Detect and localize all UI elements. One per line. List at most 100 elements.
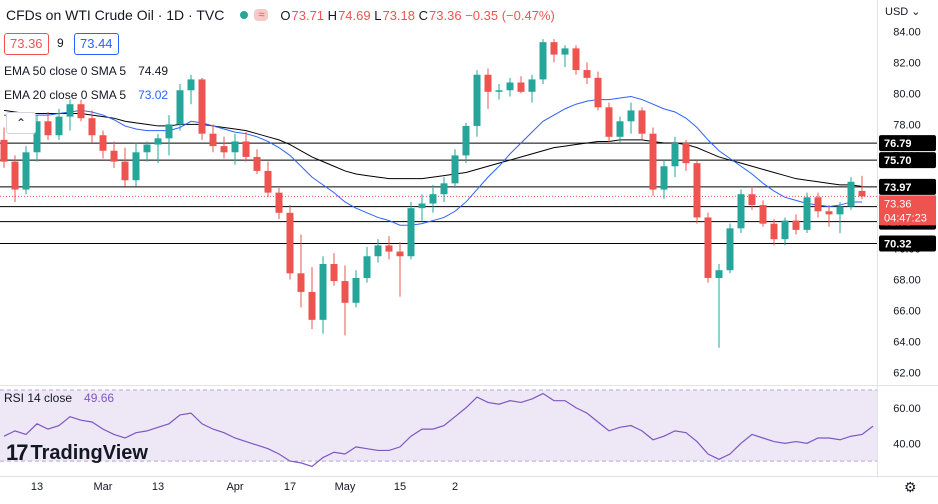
data-delay-icon[interactable]: ≈ — [254, 9, 269, 21]
candle[interactable] — [407, 201, 415, 260]
candle[interactable] — [176, 84, 184, 131]
candle[interactable] — [517, 76, 525, 94]
candle[interactable] — [165, 115, 173, 156]
candle[interactable] — [495, 84, 503, 100]
candle[interactable] — [0, 127, 8, 168]
candle[interactable] — [242, 132, 250, 162]
candle[interactable] — [330, 253, 338, 286]
candle[interactable] — [66, 99, 74, 131]
candle[interactable] — [99, 130, 107, 159]
candle[interactable] — [187, 74, 195, 105]
candle[interactable] — [836, 201, 844, 233]
candle[interactable] — [825, 205, 833, 227]
symbol-title[interactable]: CFDs on WTI Crude Oil · 1D · TVC — [6, 7, 225, 23]
collapse-legend-button[interactable]: ⌃ — [6, 112, 36, 134]
candle[interactable] — [363, 246, 371, 283]
candle[interactable] — [418, 194, 426, 221]
candle[interactable] — [297, 234, 305, 308]
candle[interactable] — [209, 124, 217, 153]
candle[interactable] — [539, 39, 547, 85]
candle[interactable] — [748, 186, 756, 210]
candle[interactable] — [726, 223, 734, 274]
candle[interactable] — [275, 187, 283, 220]
candle[interactable] — [671, 136, 679, 178]
candle[interactable] — [737, 189, 745, 233]
candle[interactable] — [22, 146, 30, 195]
candle[interactable] — [55, 108, 63, 140]
candle[interactable] — [682, 139, 690, 171]
candle[interactable] — [11, 155, 19, 202]
candle[interactable] — [319, 256, 327, 334]
candle[interactable] — [44, 111, 52, 140]
candle[interactable] — [847, 177, 855, 210]
candle[interactable] — [121, 147, 129, 187]
candle[interactable] — [385, 236, 393, 260]
candle[interactable] — [561, 45, 569, 67]
candle[interactable] — [473, 70, 481, 137]
candle[interactable] — [143, 141, 151, 162]
currency-selector[interactable]: USD ⌄ — [885, 5, 921, 18]
candle[interactable] — [462, 122, 470, 164]
candle[interactable] — [506, 77, 514, 97]
quantity-value[interactable]: 9 — [57, 36, 64, 50]
candle[interactable] — [770, 219, 778, 246]
candle[interactable] — [88, 110, 96, 143]
candle[interactable] — [341, 265, 349, 336]
candle[interactable] — [803, 192, 811, 233]
level-price-label[interactable]: 73.97 — [879, 178, 936, 195]
tradingview-logo[interactable]: 17 TradingView — [6, 440, 148, 466]
legend-ema50[interactable]: EMA 50 close 0 SMA 5 74.49 — [4, 64, 168, 78]
candle[interactable] — [638, 107, 646, 140]
candle[interactable] — [484, 68, 492, 109]
level-price-label[interactable]: 76.79 — [879, 135, 936, 152]
candle[interactable] — [781, 217, 789, 246]
candle[interactable] — [440, 177, 448, 202]
candle[interactable] — [264, 161, 272, 198]
level-price-label[interactable]: 75.70 — [879, 152, 936, 169]
gear-icon[interactable]: ⚙ — [904, 479, 917, 495]
candle[interactable] — [693, 160, 701, 224]
candle[interactable] — [198, 77, 206, 140]
candle[interactable] — [594, 71, 602, 111]
candle[interactable] — [814, 192, 822, 218]
candle[interactable] — [110, 141, 118, 168]
candle[interactable] — [374, 239, 382, 263]
candle[interactable] — [627, 102, 635, 134]
level-price-label[interactable]: 70.32 — [879, 235, 936, 252]
candle[interactable] — [220, 136, 228, 159]
candle[interactable] — [396, 242, 404, 297]
candle[interactable] — [550, 39, 558, 63]
candle[interactable] — [231, 133, 239, 165]
candle[interactable] — [451, 149, 459, 188]
candle[interactable] — [792, 214, 800, 235]
sell-button[interactable]: 73.36 — [4, 33, 49, 55]
candle[interactable] — [616, 116, 624, 143]
candle[interactable] — [704, 212, 712, 283]
candle[interactable] — [286, 205, 294, 280]
candle[interactable] — [649, 127, 657, 196]
ema20-line[interactable] — [3, 95, 862, 226]
candle[interactable] — [154, 133, 162, 164]
candle[interactable] — [132, 143, 140, 187]
ema50-line[interactable] — [3, 109, 863, 187]
candle[interactable] — [352, 270, 360, 308]
candle[interactable] — [660, 160, 668, 199]
rsi-line[interactable] — [3, 392, 874, 468]
buy-button[interactable]: 73.44 — [74, 33, 119, 55]
candle[interactable] — [572, 45, 580, 75]
candle[interactable] — [583, 62, 591, 85]
candle[interactable] — [858, 175, 866, 200]
candle[interactable] — [33, 115, 41, 162]
candle[interactable] — [308, 267, 316, 330]
candle[interactable] — [715, 264, 723, 348]
candle[interactable] — [605, 102, 613, 143]
legend-ema20[interactable]: EMA 20 close 0 SMA 5 73.02 — [4, 88, 168, 102]
candle[interactable] — [429, 184, 437, 213]
candle[interactable] — [759, 200, 767, 227]
candle[interactable] — [253, 149, 261, 175]
candle[interactable] — [77, 99, 85, 122]
candle[interactable] — [528, 74, 536, 103]
legend-rsi[interactable]: RSI 14 close 49.66 — [4, 391, 114, 405]
